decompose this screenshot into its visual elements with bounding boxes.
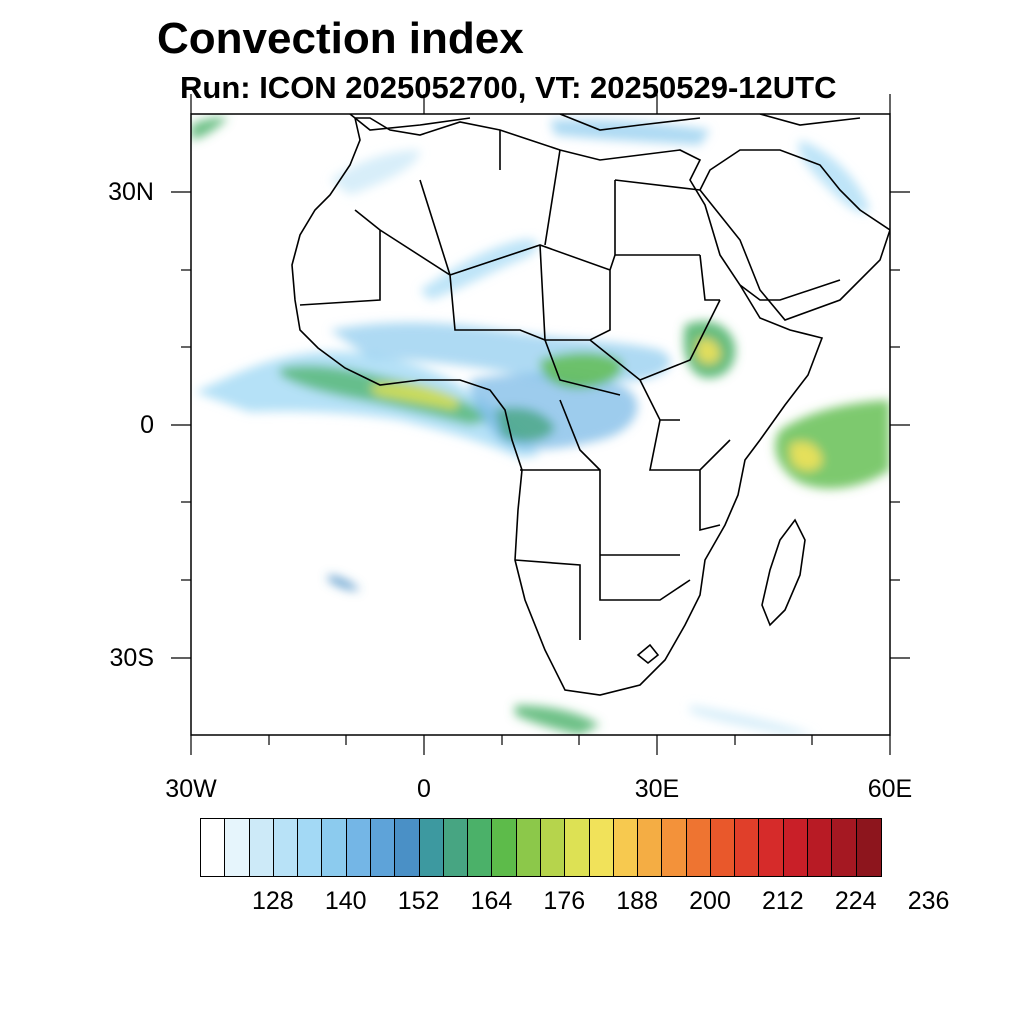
lon-label-30w: 30W (165, 775, 217, 803)
africa-coastline (291, 117, 824, 696)
colorbar-label: 200 (689, 887, 731, 915)
colorbar-swatch (565, 819, 590, 876)
shading-north-west (330, 150, 420, 195)
colorbar-swatch (492, 819, 517, 876)
colorbar-swatch (613, 819, 639, 876)
shading-northwest-corner (191, 117, 228, 140)
colorbar-swatch (322, 819, 347, 876)
colorbar-label: 176 (543, 887, 586, 915)
lon-label-60e: 60E (867, 775, 913, 803)
lon-label-30e: 30E (634, 775, 680, 803)
colorbar-swatch (735, 819, 760, 876)
convection-shading (191, 117, 890, 735)
colorbar-swatch (856, 819, 881, 876)
colorbar-swatch (298, 819, 323, 876)
colorbar-swatch (273, 819, 299, 876)
lesotho-border (636, 643, 660, 665)
colorbar-swatch (225, 819, 250, 876)
colorbar-swatch (249, 819, 274, 876)
colorbar-swatch (201, 819, 226, 876)
colorbar-swatch (686, 819, 711, 876)
colorbar-label: 152 (397, 887, 440, 915)
colorbar-swatch (443, 819, 469, 876)
colorbar-swatch (516, 819, 541, 876)
shading-gulf-hot (370, 383, 460, 410)
colorbar-swatch (808, 819, 833, 876)
shading-mediterranean (550, 119, 710, 145)
shading-south-streak-1 (515, 705, 600, 735)
lat-label-30n: 30N (108, 178, 154, 206)
colorbar-label: 212 (761, 887, 804, 915)
colorbar-swatch (419, 819, 444, 876)
lat-label-30s: 30S (109, 644, 154, 672)
europe-coastline (349, 114, 861, 131)
colorbar-swatch (638, 819, 663, 876)
shading-central-core (540, 352, 623, 389)
country-borders (299, 130, 841, 640)
chart-subtitle: Run: ICON 2025052700, VT: 20250529-12UTC (180, 70, 837, 105)
chart-title: Convection index (157, 14, 524, 63)
shading-sahara-streak (420, 239, 538, 300)
colorbar-label: 236 (907, 887, 950, 915)
colorbar-label: 164 (470, 887, 513, 915)
axis-ticks (171, 94, 910, 755)
colorbar-swatch (832, 819, 857, 876)
colorbar-label: 224 (834, 887, 877, 915)
coastlines (291, 114, 890, 696)
colorbar-swatch (346, 819, 371, 876)
lon-label-0: 0 (417, 775, 431, 803)
shading-atlantic-band (195, 351, 540, 458)
shading-ethiopia-hot (697, 338, 720, 364)
colorbar-swatch (783, 819, 809, 876)
colorbar-label: 128 (251, 887, 294, 915)
madagascar-coastline (761, 518, 806, 627)
shading-south-streak-2 (690, 705, 815, 735)
shading-small-cell (328, 575, 360, 591)
colorbar-swatch (370, 819, 396, 876)
colorbar-label: 188 (616, 887, 658, 915)
colorbar-swatch (468, 819, 493, 876)
arabia-coastline (699, 149, 890, 321)
colorbar-swatch (395, 819, 420, 876)
colorbar-swatch (540, 819, 566, 876)
colorbar (200, 818, 882, 877)
lat-label-0: 0 (140, 411, 154, 439)
colorbar-swatch (710, 819, 736, 876)
colorbar-swatch (662, 819, 687, 876)
colorbar-swatch (759, 819, 784, 876)
shading-middle-east (798, 140, 870, 213)
colorbar-swatch (589, 819, 614, 876)
colorbar-label: 140 (324, 887, 367, 915)
shading-indian-hot (790, 442, 822, 471)
